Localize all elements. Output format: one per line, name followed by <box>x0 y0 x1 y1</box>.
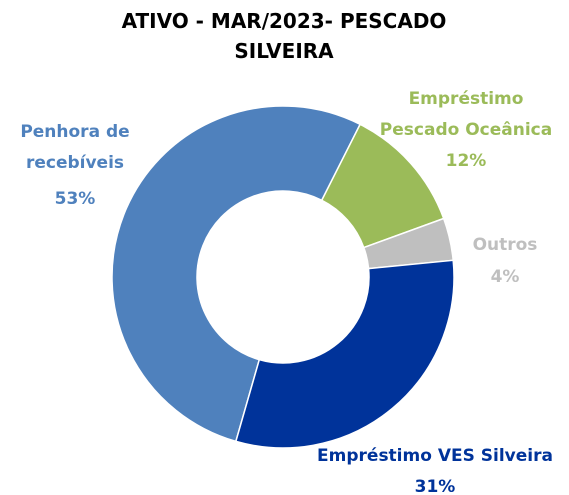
slice-label: Empréstimo Pescado Oceânica <box>379 89 553 140</box>
chart-title: ATIVO - MAR/2023- PESCADO SILVEIRA <box>121 9 447 63</box>
slice-value: 4% <box>490 267 520 287</box>
donut-slice <box>234 259 455 449</box>
slice-label: Empréstimo VES Silveira <box>317 446 553 466</box>
slice-label: Outros <box>472 235 538 255</box>
donut-slice <box>111 105 362 443</box>
slice-label: Penhora de recebíveis <box>20 122 130 173</box>
slice-value: 12% <box>445 151 487 171</box>
slice-value: 53% <box>54 189 96 209</box>
slice-value: 31% <box>414 477 456 495</box>
